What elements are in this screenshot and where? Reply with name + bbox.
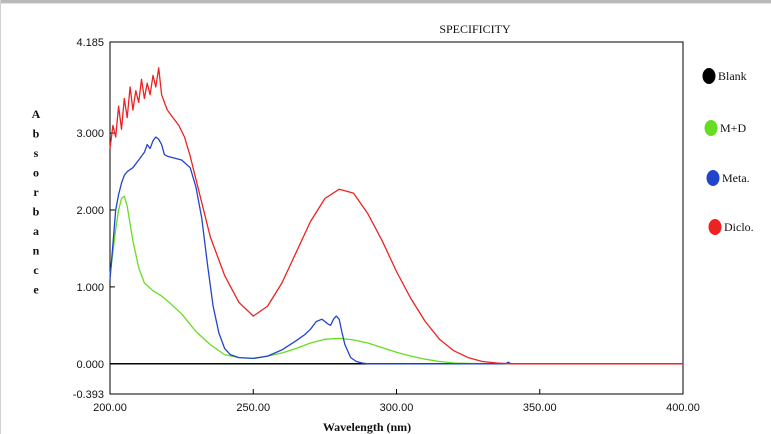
y-axis-label-letter: b xyxy=(33,127,40,141)
legend-marker xyxy=(706,170,720,186)
x-tick-label: 300.00 xyxy=(380,402,414,414)
x-tick-label: 250.00 xyxy=(236,402,270,414)
legend-label: Blank xyxy=(718,69,747,83)
y-axis-label-letter: A xyxy=(32,107,41,121)
y-tick-label: 1.000 xyxy=(76,282,104,294)
window-left-border xyxy=(0,0,1,434)
legend-marker xyxy=(708,219,722,235)
legend-marker xyxy=(704,120,718,136)
y-tick-label: 4.185 xyxy=(76,37,104,49)
plot-frame xyxy=(109,41,684,395)
chart-title: SPECIFICITY xyxy=(439,22,511,36)
x-tick-label: 350.00 xyxy=(523,402,557,414)
y-axis-label-letter: r xyxy=(33,185,39,199)
y-axis-label-letter: b xyxy=(33,205,40,219)
x-tick-label: 200.00 xyxy=(93,402,127,414)
series-lines xyxy=(109,67,683,365)
y-axis-label-letter: s xyxy=(34,146,39,160)
legend-marker xyxy=(702,68,716,84)
legend-label: Meta. xyxy=(722,171,750,185)
window-top-border-shadow xyxy=(0,3,771,4)
legend-label: Diclo. xyxy=(724,220,754,234)
series-line-m-d xyxy=(109,195,683,365)
x-tick-labels: 200.00 250.00 300.00 350.00 400.00 xyxy=(93,389,700,414)
y-axis-label-letter: a xyxy=(33,224,39,238)
y-tick-labels: 4.185 3.000 2.000 1.000 0.000 -0.393 xyxy=(73,37,115,401)
y-tick-label: -0.393 xyxy=(73,389,104,401)
y-axis-label-letter: e xyxy=(33,283,39,297)
y-tick-label: 2.000 xyxy=(76,205,104,217)
window-top-border xyxy=(0,0,771,3)
y-axis-label-letter: c xyxy=(33,263,39,277)
legend: Blank M+D Meta. Diclo. xyxy=(702,68,754,235)
x-axis-label: Wavelength (nm) xyxy=(323,420,411,434)
legend-label: M+D xyxy=(720,121,746,135)
y-tick-label: 3.000 xyxy=(76,128,104,140)
x-tick-label: 400.00 xyxy=(666,402,700,414)
series-line-diclo xyxy=(109,67,683,365)
y-tick-label: 0.000 xyxy=(76,359,104,371)
series-line-meta xyxy=(109,136,514,365)
y-axis-label-letter: o xyxy=(33,166,39,180)
y-axis-label-letter: n xyxy=(33,244,40,258)
